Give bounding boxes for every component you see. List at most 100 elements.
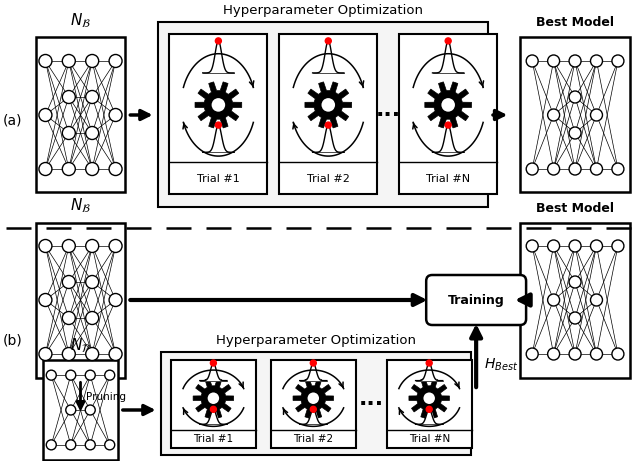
Circle shape [39, 163, 52, 176]
Circle shape [612, 240, 624, 252]
Circle shape [310, 406, 316, 412]
Circle shape [207, 391, 220, 405]
Circle shape [526, 55, 538, 67]
Polygon shape [409, 378, 449, 418]
Circle shape [86, 276, 99, 289]
Bar [520, 37, 630, 193]
Circle shape [426, 406, 432, 412]
Circle shape [86, 90, 99, 103]
Circle shape [426, 360, 432, 366]
Circle shape [39, 294, 52, 307]
Text: $H_{Best}$: $H_{Best}$ [484, 357, 518, 373]
Circle shape [86, 312, 99, 325]
Text: Trial #2: Trial #2 [307, 173, 349, 183]
Circle shape [612, 163, 624, 175]
Circle shape [105, 440, 115, 450]
Circle shape [591, 163, 602, 175]
Circle shape [612, 348, 624, 360]
Circle shape [109, 294, 122, 307]
Bar [36, 223, 125, 378]
Circle shape [548, 348, 559, 360]
Circle shape [62, 312, 76, 325]
Circle shape [105, 370, 115, 380]
Circle shape [569, 240, 581, 252]
Text: Pruning: Pruning [86, 392, 127, 402]
Bar [279, 35, 377, 195]
Circle shape [86, 239, 99, 253]
Circle shape [62, 163, 76, 176]
Circle shape [62, 126, 76, 140]
Text: Trial #1: Trial #1 [197, 173, 240, 183]
Circle shape [445, 38, 451, 44]
Circle shape [548, 55, 559, 67]
Circle shape [85, 405, 95, 415]
Circle shape [591, 55, 602, 67]
Circle shape [307, 391, 320, 405]
Polygon shape [193, 378, 234, 418]
Circle shape [66, 440, 76, 450]
Circle shape [216, 38, 221, 44]
Text: Trial #2: Trial #2 [293, 434, 333, 443]
Bar [171, 360, 256, 448]
Circle shape [86, 163, 99, 176]
Text: (a): (a) [3, 113, 22, 127]
Circle shape [548, 163, 559, 175]
Text: Best Model: Best Model [536, 201, 614, 214]
Circle shape [39, 239, 52, 253]
Circle shape [591, 240, 602, 252]
Circle shape [612, 55, 624, 67]
Bar [520, 223, 630, 378]
Circle shape [39, 108, 52, 122]
Circle shape [39, 54, 52, 67]
Circle shape [86, 54, 99, 67]
Polygon shape [195, 82, 242, 128]
Bar [399, 35, 497, 195]
Circle shape [62, 54, 76, 67]
Circle shape [325, 38, 332, 44]
Text: Hyperparameter Optimization: Hyperparameter Optimization [223, 4, 423, 17]
Text: $N_{\mathcal{B}}$: $N_{\mathcal{B}}$ [70, 196, 91, 214]
Circle shape [109, 348, 122, 361]
Polygon shape [305, 82, 351, 128]
Circle shape [86, 348, 99, 361]
Circle shape [109, 239, 122, 253]
Text: $N_{\mathcal{B}}$: $N_{\mathcal{B}}$ [70, 11, 91, 30]
Circle shape [591, 348, 602, 360]
Circle shape [591, 109, 602, 121]
Circle shape [440, 97, 456, 113]
Circle shape [445, 122, 451, 128]
FancyBboxPatch shape [426, 275, 526, 325]
Bar [161, 352, 471, 455]
Text: $N_{\mathcal{P}}$: $N_{\mathcal{P}}$ [70, 337, 91, 355]
Bar [43, 360, 118, 460]
Bar [159, 22, 488, 207]
Text: Trial #N: Trial #N [408, 434, 450, 443]
Circle shape [62, 348, 76, 361]
Circle shape [211, 360, 216, 366]
Text: Hyperparameter Optimization: Hyperparameter Optimization [216, 334, 416, 347]
Polygon shape [425, 82, 472, 128]
Circle shape [548, 294, 559, 306]
Circle shape [216, 122, 221, 128]
Circle shape [422, 391, 436, 405]
Circle shape [569, 91, 581, 103]
Circle shape [548, 240, 559, 252]
Circle shape [526, 240, 538, 252]
Circle shape [569, 163, 581, 175]
Circle shape [310, 360, 316, 366]
Circle shape [591, 294, 602, 306]
Bar [36, 37, 125, 193]
Circle shape [86, 126, 99, 140]
Circle shape [46, 440, 56, 450]
Circle shape [85, 370, 95, 380]
Circle shape [526, 163, 538, 175]
Text: ...: ... [376, 100, 401, 119]
Circle shape [526, 348, 538, 360]
Circle shape [569, 348, 581, 360]
Circle shape [66, 405, 76, 415]
Circle shape [109, 108, 122, 122]
Circle shape [66, 370, 76, 380]
Circle shape [325, 122, 332, 128]
Circle shape [46, 370, 56, 380]
Polygon shape [293, 378, 333, 418]
